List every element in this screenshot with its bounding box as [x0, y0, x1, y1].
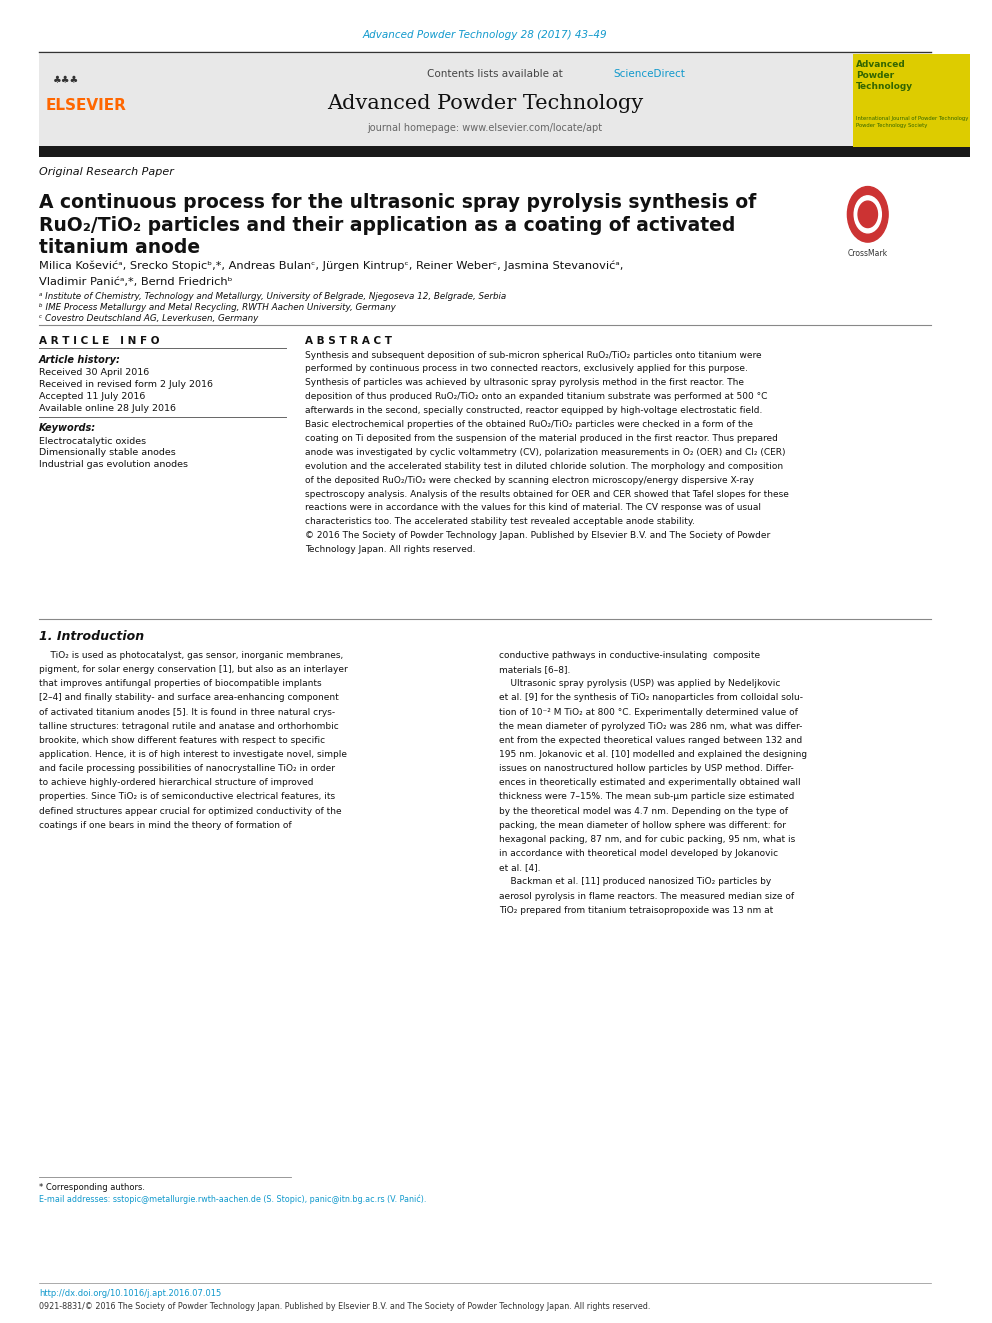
Text: Original Research Paper: Original Research Paper	[39, 167, 174, 177]
Text: International Journal of Powder Technology
Powder Technology Society: International Journal of Powder Technolo…	[856, 116, 968, 127]
Text: aerosol pyrolysis in flame reactors. The measured median size of: aerosol pyrolysis in flame reactors. The…	[499, 892, 795, 901]
Text: A R T I C L E   I N F O: A R T I C L E I N F O	[39, 336, 160, 347]
Text: ᵃ Institute of Chemistry, Technology and Metallurgy, University of Belgrade, Nje: ᵃ Institute of Chemistry, Technology and…	[39, 292, 506, 302]
Text: afterwards in the second, specially constructed, reactor equipped by high-voltag: afterwards in the second, specially cons…	[306, 406, 763, 415]
Text: spectroscopy analysis. Analysis of the results obtained for OER and CER showed t: spectroscopy analysis. Analysis of the r…	[306, 490, 790, 499]
Text: and facile processing possibilities of nanocrystalline TiO₂ in order: and facile processing possibilities of n…	[39, 765, 334, 773]
Text: Accepted 11 July 2016: Accepted 11 July 2016	[39, 392, 145, 401]
Text: issues on nanostructured hollow particles by USP method. Differ-: issues on nanostructured hollow particle…	[499, 765, 794, 773]
FancyBboxPatch shape	[39, 54, 170, 147]
FancyBboxPatch shape	[853, 54, 969, 147]
Text: TiO₂ is used as photocatalyst, gas sensor, inorganic membranes,: TiO₂ is used as photocatalyst, gas senso…	[39, 651, 343, 660]
Text: by the theoretical model was 4.7 nm. Depending on the type of: by the theoretical model was 4.7 nm. Dep…	[499, 807, 789, 816]
Text: pigment, for solar energy conservation [1], but also as an interlayer: pigment, for solar energy conservation […	[39, 665, 347, 675]
Text: 1. Introduction: 1. Introduction	[39, 630, 144, 643]
Text: properties. Since TiO₂ is of semiconductive electrical features, its: properties. Since TiO₂ is of semiconduct…	[39, 792, 335, 802]
Text: ♣♣♣: ♣♣♣	[54, 75, 79, 86]
Text: thickness were 7–15%. The mean sub-μm particle size estimated: thickness were 7–15%. The mean sub-μm pa…	[499, 792, 795, 802]
Text: in accordance with theoretical model developed by Jokanovic: in accordance with theoretical model dev…	[499, 849, 779, 859]
Text: Article history:: Article history:	[39, 355, 121, 365]
Text: ᶜ Covestro Deutschland AG, Leverkusen, Germany: ᶜ Covestro Deutschland AG, Leverkusen, G…	[39, 314, 258, 323]
Circle shape	[858, 201, 878, 228]
Text: deposition of thus produced RuO₂/TiO₂ onto an expanded titanium substrate was pe: deposition of thus produced RuO₂/TiO₂ on…	[306, 392, 768, 401]
Text: defined structures appear crucial for optimized conductivity of the: defined structures appear crucial for op…	[39, 807, 341, 816]
Text: [2–4] and finally stability- and surface area-enhancing component: [2–4] and finally stability- and surface…	[39, 693, 338, 703]
Text: of activated titanium anodes [5]. It is found in three natural crys-: of activated titanium anodes [5]. It is …	[39, 708, 335, 717]
Text: evolution and the accelerated stability test in diluted chloride solution. The m: evolution and the accelerated stability …	[306, 462, 784, 471]
Text: ᵇ IME Process Metallurgy and Metal Recycling, RWTH Aachen University, Germany: ᵇ IME Process Metallurgy and Metal Recyc…	[39, 303, 396, 312]
Text: A continuous process for the ultrasonic spray pyrolysis synthesis of: A continuous process for the ultrasonic …	[39, 193, 756, 212]
Text: characteristics too. The accelerated stability test revealed acceptable anode st: characteristics too. The accelerated sta…	[306, 517, 695, 527]
Circle shape	[854, 196, 881, 233]
Text: Ultrasonic spray pyrolysis (USP) was applied by Nedeljkovic: Ultrasonic spray pyrolysis (USP) was app…	[499, 679, 781, 688]
Text: Technology Japan. All rights reserved.: Technology Japan. All rights reserved.	[306, 545, 476, 554]
FancyBboxPatch shape	[170, 54, 853, 147]
Text: CrossMark: CrossMark	[848, 249, 888, 258]
Text: Available online 28 July 2016: Available online 28 July 2016	[39, 404, 176, 413]
Text: E-mail addresses: sstopic@metallurgie.rwth-aachen.de (S. Stopic), panic@itn.bg.a: E-mail addresses: sstopic@metallurgie.rw…	[39, 1195, 427, 1204]
Text: Milica Koševićᵃ, Srecko Stopicᵇ,*, Andreas Bulanᶜ, Jürgen Kintrupᶜ, Reiner Weber: Milica Koševićᵃ, Srecko Stopicᵇ,*, Andre…	[39, 261, 623, 271]
Text: coatings if one bears in mind the theory of formation of: coatings if one bears in mind the theory…	[39, 820, 292, 830]
Text: Received 30 April 2016: Received 30 April 2016	[39, 368, 149, 377]
Text: RuO₂/TiO₂ particles and their application as a coating of activated: RuO₂/TiO₂ particles and their applicatio…	[39, 216, 735, 234]
Text: Advanced Powder Technology: Advanced Powder Technology	[326, 94, 643, 112]
Text: A B S T R A C T: A B S T R A C T	[306, 336, 393, 347]
Text: brookite, which show different features with respect to specific: brookite, which show different features …	[39, 736, 325, 745]
Text: 0921-8831/© 2016 The Society of Powder Technology Japan. Published by Elsevier B: 0921-8831/© 2016 The Society of Powder T…	[39, 1302, 650, 1311]
Text: ences in theoretically estimated and experimentally obtained wall: ences in theoretically estimated and exp…	[499, 778, 801, 787]
Text: reactions were in accordance with the values for this kind of material. The CV r: reactions were in accordance with the va…	[306, 504, 762, 512]
Text: application. Hence, it is of high interest to investigate novel, simple: application. Hence, it is of high intere…	[39, 750, 347, 759]
Text: journal homepage: www.elsevier.com/locate/apt: journal homepage: www.elsevier.com/locat…	[367, 123, 602, 134]
Text: of the deposited RuO₂/TiO₂ were checked by scanning electron microscopy/energy d: of the deposited RuO₂/TiO₂ were checked …	[306, 476, 754, 484]
FancyBboxPatch shape	[39, 146, 969, 157]
Text: Electrocatalytic oxides: Electrocatalytic oxides	[39, 437, 146, 446]
Text: http://dx.doi.org/10.1016/j.apt.2016.07.015: http://dx.doi.org/10.1016/j.apt.2016.07.…	[39, 1289, 221, 1298]
Text: talline structures: tetragonal rutile and anatase and orthorhombic: talline structures: tetragonal rutile an…	[39, 722, 338, 730]
Text: tion of 10⁻² M TiO₂ at 800 °C. Experimentally determined value of: tion of 10⁻² M TiO₂ at 800 °C. Experimen…	[499, 708, 799, 717]
Text: ent from the expected theoretical values ranged between 132 and: ent from the expected theoretical values…	[499, 736, 803, 745]
Text: Keywords:: Keywords:	[39, 423, 96, 434]
Text: that improves antifungal properties of biocompatible implants: that improves antifungal properties of b…	[39, 679, 321, 688]
Text: ScienceDirect: ScienceDirect	[614, 69, 685, 79]
Text: materials [6–8].: materials [6–8].	[499, 665, 570, 675]
Text: Industrial gas evolution anodes: Industrial gas evolution anodes	[39, 460, 187, 470]
Text: Synthesis and subsequent deposition of sub-micron spherical RuO₂/TiO₂ particles : Synthesis and subsequent deposition of s…	[306, 351, 762, 360]
Text: ELSEVIER: ELSEVIER	[46, 98, 126, 112]
Text: titanium anode: titanium anode	[39, 238, 200, 257]
Circle shape	[847, 187, 888, 242]
Text: packing, the mean diameter of hollow sphere was different: for: packing, the mean diameter of hollow sph…	[499, 820, 787, 830]
Text: conductive pathways in conductive-insulating  composite: conductive pathways in conductive-insula…	[499, 651, 761, 660]
Text: et al. [4].: et al. [4].	[499, 863, 541, 872]
Text: Received in revised form 2 July 2016: Received in revised form 2 July 2016	[39, 380, 212, 389]
Text: to achieve highly-ordered hierarchical structure of improved: to achieve highly-ordered hierarchical s…	[39, 778, 313, 787]
Text: TiO₂ prepared from titanium tetraisopropoxide was 13 nm at: TiO₂ prepared from titanium tetraisoprop…	[499, 906, 774, 914]
Text: Backman et al. [11] produced nanosized TiO₂ particles by: Backman et al. [11] produced nanosized T…	[499, 877, 772, 886]
Text: the mean diameter of pyrolyzed TiO₂ was 286 nm, what was differ-: the mean diameter of pyrolyzed TiO₂ was …	[499, 722, 803, 730]
Text: et al. [9] for the synthesis of TiO₂ nanoparticles from colloidal solu-: et al. [9] for the synthesis of TiO₂ nan…	[499, 693, 804, 703]
Text: © 2016 The Society of Powder Technology Japan. Published by Elsevier B.V. and Th: © 2016 The Society of Powder Technology …	[306, 531, 771, 540]
Text: Vladimir Panićᵃ,*, Bernd Friedrichᵇ: Vladimir Panićᵃ,*, Bernd Friedrichᵇ	[39, 277, 232, 287]
Text: Contents lists available at: Contents lists available at	[427, 69, 565, 79]
Text: hexagonal packing, 87 nm, and for cubic packing, 95 nm, what is: hexagonal packing, 87 nm, and for cubic …	[499, 835, 796, 844]
Text: coating on Ti deposited from the suspension of the material produced in the firs: coating on Ti deposited from the suspens…	[306, 434, 779, 443]
Text: 195 nm. Jokanovic et al. [10] modelled and explained the designing: 195 nm. Jokanovic et al. [10] modelled a…	[499, 750, 807, 759]
Text: Advanced Powder Technology 28 (2017) 43–49: Advanced Powder Technology 28 (2017) 43–…	[362, 30, 607, 41]
Text: anode was investigated by cyclic voltammetry (CV), polarization measurements in : anode was investigated by cyclic voltamm…	[306, 447, 786, 456]
Text: * Corresponding authors.: * Corresponding authors.	[39, 1183, 145, 1192]
Text: Synthesis of particles was achieved by ultrasonic spray pyrolysis method in the : Synthesis of particles was achieved by u…	[306, 378, 744, 388]
Text: Dimensionally stable anodes: Dimensionally stable anodes	[39, 448, 176, 458]
Text: Advanced
Powder
Technology: Advanced Powder Technology	[856, 60, 914, 91]
Text: Basic electrochemical properties of the obtained RuO₂/TiO₂ particles were checke: Basic electrochemical properties of the …	[306, 421, 753, 429]
Text: performed by continuous process in two connected reactors, exclusively applied f: performed by continuous process in two c…	[306, 364, 748, 373]
